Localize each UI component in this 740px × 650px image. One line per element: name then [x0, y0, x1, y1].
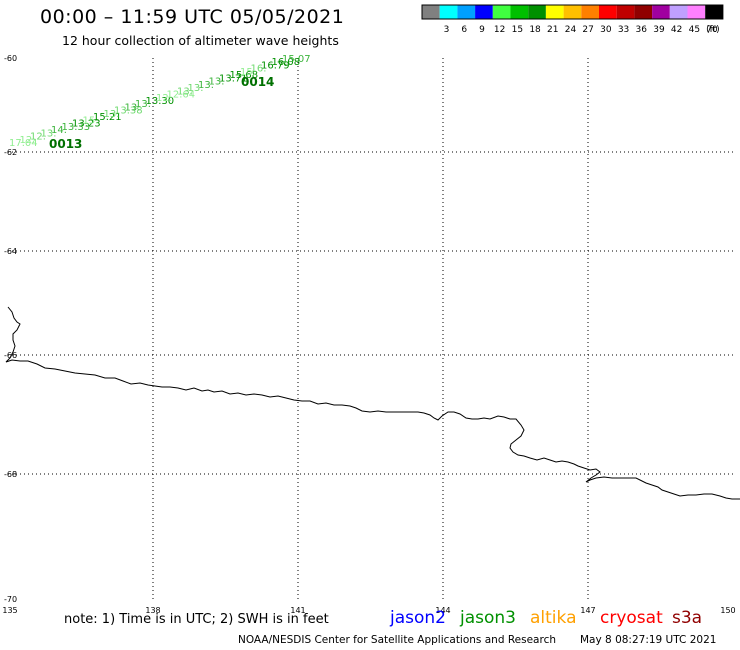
legend-swatch — [457, 5, 476, 19]
legend-swatch — [634, 5, 653, 19]
swh-value-label: 13. — [188, 83, 204, 94]
swh-value-label: 15.68 — [230, 70, 259, 81]
swh-value-label: 12.64 — [167, 90, 196, 101]
latitude-label: -68 — [4, 470, 17, 479]
legend-swatch — [510, 5, 529, 19]
legend-swatch — [616, 5, 635, 19]
swh-value-label: 13.71 — [219, 73, 248, 84]
swh-value-label: 13.23 — [72, 119, 101, 130]
swh-value-label: 15. — [240, 67, 256, 78]
altimeter-track-jason3: 17.0412.12.13.14.13.3313.2315.15.2113.13… — [9, 54, 311, 151]
legend-swatch — [705, 5, 723, 19]
swh-value-label: 13. — [41, 128, 57, 139]
legend-swatch — [439, 5, 458, 19]
pass-time-label: 0013 — [49, 137, 82, 151]
legend-label: 15 — [512, 25, 523, 35]
legend-swatch — [669, 5, 688, 19]
swh-value-label: 13.33 — [62, 122, 91, 133]
swh-value-label: 13. — [104, 109, 120, 120]
legend-swatch — [528, 5, 546, 19]
swh-value-label: 13. — [209, 77, 225, 88]
swh-value-label: 15. — [83, 115, 99, 126]
legend-swatch — [422, 5, 440, 19]
swh-value-label: 13. — [177, 86, 193, 97]
swh-value-label: 17.04 — [9, 138, 38, 149]
swh-value-label: 14. — [51, 125, 67, 136]
legend-label: 6 — [461, 25, 467, 35]
lat-lon-grid — [8, 58, 734, 599]
longitude-label: 147 — [580, 606, 595, 615]
legend-label: 70 — [706, 25, 718, 35]
latitude-label: -66 — [4, 351, 17, 360]
page-subtitle: 12 hour collection of altimeter wave hei… — [62, 33, 339, 48]
generated-timestamp: May 8 08:27:19 UTC 2021 — [580, 634, 717, 646]
coastline — [5, 306, 740, 500]
legend-label: 24 — [565, 25, 577, 35]
swh-value-label: 16. — [251, 64, 267, 75]
swh-value-label: 13.38 — [114, 106, 143, 117]
page-title: 00:00 – 11:59 UTC 05/05/2021 — [40, 6, 345, 28]
legend-label: 30 — [600, 25, 612, 35]
swh-value-label: 13.30 — [146, 96, 175, 107]
mission-label-s3a: s3a — [672, 608, 703, 628]
latitude-label: -62 — [4, 148, 17, 157]
legend-swatch — [492, 5, 511, 19]
pass-time-label: 0014 — [241, 75, 274, 89]
mission-label-cryosat: cryosat — [600, 608, 663, 628]
legend-label: 42 — [671, 25, 682, 35]
latitude-label: -70 — [4, 595, 17, 604]
legend-label: 21 — [547, 25, 558, 35]
legend-label: 18 — [529, 25, 541, 35]
legend-swatch — [599, 5, 617, 19]
legend-label: 39 — [653, 25, 665, 35]
map-axis-labels: -60 -62 -64 -66 -68 -70 135 138 141 144 147 150 — [2, 54, 735, 615]
mission-label-altika: altika — [530, 608, 577, 628]
legend-label: 36 — [636, 25, 648, 35]
swh-value-label: 15.21 — [93, 112, 122, 123]
swh-value-label: 12. — [156, 93, 172, 104]
mission-label-jason2: jason2 — [390, 608, 446, 628]
legend-swatch — [652, 5, 670, 19]
swh-value-label: 13. — [135, 99, 151, 110]
color-scale-legend: 3 6 9 12 15 18 21 24 27 30 33 36 39 42 45 70(ft) — [421, 4, 724, 35]
legend-swatch — [687, 5, 706, 19]
legend-label: 33 — [618, 25, 629, 35]
longitude-label: 144 — [435, 606, 450, 615]
mission-label-jason3: jason3 — [460, 608, 516, 628]
latitude-label: -64 — [4, 247, 17, 256]
credit-text: NOAA/NESDIS Center for Satellite Applica… — [238, 634, 556, 646]
latitude-label: -60 — [4, 54, 17, 63]
legend-label: 9 — [479, 25, 485, 35]
legend-swatch — [475, 5, 493, 19]
legend-label: 3 — [444, 25, 450, 35]
swh-value-label: 16.08 — [272, 57, 301, 68]
legend-label: (ft) — [706, 25, 720, 35]
longitude-label: 150 — [720, 606, 735, 615]
swh-value-label: 12. — [20, 135, 36, 146]
swh-value-label: 12. — [30, 132, 46, 143]
legend-label: 45 — [689, 25, 700, 35]
legend-swatch — [581, 5, 599, 19]
footer-note: note: 1) Time is in UTC; 2) SWH is in fe… — [64, 612, 329, 627]
swh-value-label: 15.07 — [282, 54, 311, 65]
swh-value-label: 16.79 — [261, 60, 290, 71]
swh-value-label: 13. — [125, 102, 141, 113]
legend-swatch — [545, 5, 564, 19]
longitude-label: 141 — [290, 606, 305, 615]
legend-label: 12 — [494, 25, 505, 35]
longitude-label: 138 — [145, 606, 160, 615]
legend-swatch — [563, 5, 582, 19]
swh-value-label: 13. — [198, 80, 214, 91]
longitude-label: 135 — [2, 606, 17, 615]
legend-label: 27 — [582, 25, 593, 35]
